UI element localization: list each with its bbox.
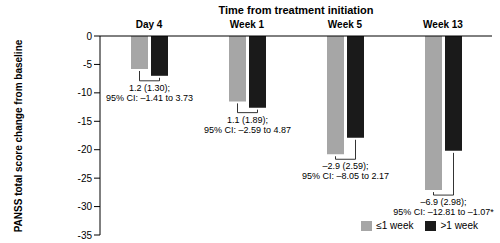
svg-text:1.2 (1.30);: 1.2 (1.30);: [129, 83, 170, 93]
svg-text:0: 0: [86, 31, 92, 42]
svg-text:-35: -35: [78, 230, 93, 241]
html-text:PANSS total score change from: PANSS total score change from baseline: [12, 39, 24, 232]
html-text:>1 week: >1 week: [440, 220, 478, 231]
svg-text:–2.9 (2.59);: –2.9 (2.59);: [322, 161, 368, 171]
svg-text:-25: -25: [78, 173, 93, 184]
svg-text:95% CI: –1.41 to 3.73: 95% CI: –1.41 to 3.73: [106, 93, 193, 103]
svg-text:-30: -30: [78, 201, 93, 212]
html-text:≤1 week: ≤1 week: [376, 220, 414, 231]
svg-text:–6.9 (2.98);: –6.9 (2.98);: [420, 197, 466, 207]
svg-text:1.1 (1.89);: 1.1 (1.89);: [227, 115, 268, 125]
svg-text:Week 5: Week 5: [328, 19, 363, 30]
svg-text:-5: -5: [83, 59, 92, 70]
svg-text:-20: -20: [78, 144, 93, 155]
svg-text:Week 13: Week 13: [423, 19, 463, 30]
svg-text:95% CI: –8.05 to 2.17: 95% CI: –8.05 to 2.17: [302, 171, 389, 181]
svg-text:Day 4: Day 4: [136, 19, 163, 30]
html-text:Time from treatment initiation: Time from treatment initiation: [218, 4, 374, 16]
svg-text:-15: -15: [78, 116, 93, 127]
svg-text:-10: -10: [78, 87, 93, 98]
svg-text:95% CI: –2.59 to 4.87: 95% CI: –2.59 to 4.87: [204, 125, 291, 135]
svg-text:95% CI: –12.81 to –1.07*: 95% CI: –12.81 to –1.07*: [393, 207, 492, 217]
svg-text:Week 1: Week 1: [230, 19, 265, 30]
